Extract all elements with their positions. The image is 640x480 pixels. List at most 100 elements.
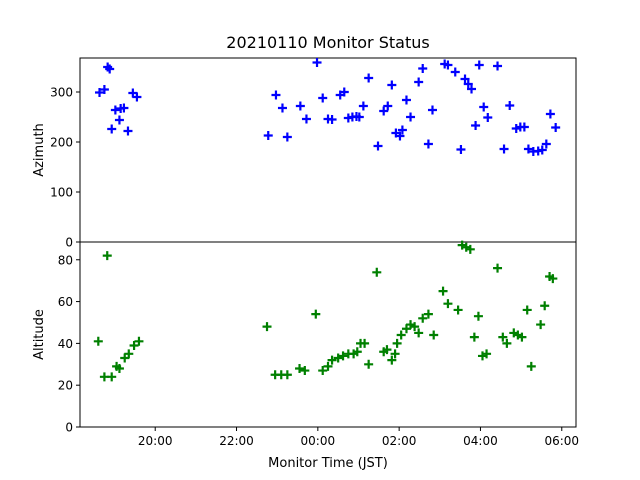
altitude-data-point [295, 363, 305, 373]
azimuth-data-point [414, 77, 424, 87]
azimuth-data-point [271, 90, 281, 100]
altitude-data-point [390, 349, 400, 359]
altitude-data-point [429, 330, 439, 340]
azimuth-data-point [537, 145, 547, 155]
azimuth-data-point [427, 105, 437, 115]
azimuth-data-point [123, 126, 133, 136]
azimuth-data-point [479, 102, 489, 112]
altitude-data-point [498, 332, 508, 342]
altitude-data-point [423, 309, 433, 319]
azimuth-y-axis-label: Azimuth [32, 123, 47, 177]
altitude-data-point [129, 340, 139, 350]
azimuth-data-point [277, 103, 287, 113]
altitude-data-point [382, 345, 392, 355]
x-tick-label: 20:00 [138, 434, 173, 448]
azimuth-data-point [327, 115, 337, 124]
altitude-data-point [114, 363, 124, 373]
azimuth-data-point [107, 124, 117, 134]
azimuth-data-point [397, 125, 407, 135]
altitude-data-point [372, 267, 382, 277]
azimuth-data-point [523, 144, 533, 154]
azimuth-y-tick-label: 300 [50, 86, 73, 100]
azimuth-data-point [105, 64, 115, 74]
altitude-data-point [387, 355, 397, 365]
altitude-data-point [318, 366, 328, 376]
altitude-data-point [438, 286, 448, 296]
chart-title: 20210110 Monitor Status [226, 33, 429, 52]
altitude-data-point [360, 338, 370, 348]
azimuth-data-point [499, 144, 509, 154]
azimuth-data-point [114, 115, 124, 125]
azimuth-data-point [110, 105, 120, 115]
azimuth-y-tick-label: 0 [65, 236, 73, 250]
altitude-data-point [453, 305, 463, 315]
altitude-data-point [282, 370, 292, 380]
altitude-data-point [124, 349, 134, 359]
altitude-data-point [443, 299, 453, 309]
altitude-data-point [311, 309, 321, 319]
altitude-data-point [107, 372, 117, 382]
azimuth-data-point [373, 141, 383, 151]
azimuth-data-point [379, 106, 389, 116]
x-tick-label: 06:00 [544, 434, 579, 448]
altitude-y-tick-label: 60 [58, 295, 73, 309]
altitude-data-point [522, 305, 532, 315]
altitude-data-point [414, 328, 424, 338]
azimuth-data-point [387, 80, 397, 90]
azimuth-data-point [406, 112, 416, 122]
azimuth-data-point [474, 60, 484, 70]
azimuth-data-point [467, 84, 477, 94]
azimuth-data-point [519, 122, 529, 132]
azimuth-data-point [354, 112, 364, 122]
altitude-data-point [102, 251, 112, 261]
azimuth-data-point [505, 101, 515, 110]
altitude-panel: 0 20 40 60 80 Altitude [32, 240, 577, 435]
altitude-data-point [482, 349, 492, 359]
x-tick-label: 22:00 [219, 434, 254, 448]
azimuth-y-tick-label: 100 [50, 186, 73, 200]
altitude-data-point [392, 338, 402, 348]
azimuth-data-point [456, 145, 466, 154]
altitude-data-point [502, 338, 512, 348]
altitude-data-point [338, 351, 348, 361]
azimuth-data-point [383, 101, 393, 111]
azimuth-data-point [312, 58, 322, 67]
x-tick-label: 00:00 [301, 434, 336, 448]
azimuth-data-point [132, 92, 142, 102]
x-tick-label: 02:00 [382, 434, 417, 448]
altitude-y-tick-label: 80 [58, 253, 73, 267]
azimuth-data-point [119, 103, 129, 113]
time-axis: 20:00 22:00 00:00 02:00 04:00 06:00 [138, 427, 579, 448]
altitude-data-point [536, 320, 546, 330]
altitude-data-point [323, 361, 333, 371]
azimuth-data-point [483, 113, 493, 122]
altitude-data-point [418, 313, 428, 323]
azimuth-data-point [551, 123, 561, 132]
azimuth-data-point [263, 131, 273, 140]
azimuth-data-point [545, 109, 555, 119]
altitude-data-point [465, 244, 475, 254]
azimuth-data-point [418, 64, 428, 73]
altitude-data-point [526, 361, 536, 371]
x-tick-label: 04:00 [463, 434, 498, 448]
altitude-data-point [333, 353, 343, 363]
azimuth-data-point [301, 114, 311, 124]
altitude-data-point [93, 336, 103, 346]
altitude-data-point [396, 330, 406, 340]
azimuth-data-point [295, 101, 305, 111]
altitude-data-point [410, 322, 420, 332]
altitude-data-point [469, 332, 479, 342]
azimuth-data-point [443, 60, 453, 70]
x-axis-label: Monitor Time (JST) [268, 456, 388, 471]
azimuth-data-point [339, 87, 349, 97]
azimuth-y-tick-label: 200 [50, 136, 73, 150]
altitude-data-point [517, 332, 527, 342]
altitude-y-tick-label: 20 [58, 379, 73, 393]
altitude-data-point [493, 263, 503, 273]
azimuth-data-point [493, 61, 503, 71]
azimuth-panel: 0 100 200 300 Azimuth [32, 57, 577, 250]
altitude-data-point [134, 336, 144, 346]
azimuth-data-point [471, 121, 481, 130]
azimuth-data-point [541, 139, 551, 149]
